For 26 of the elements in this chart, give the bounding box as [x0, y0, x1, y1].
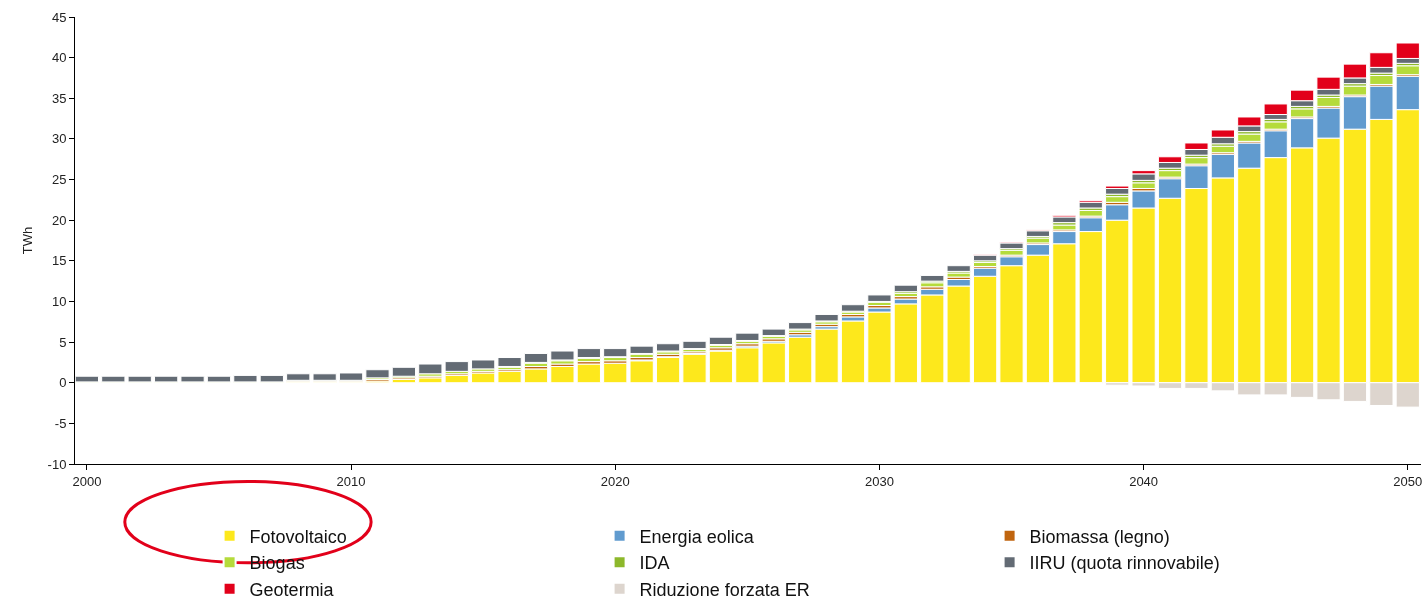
- x-tick-label: 2010: [336, 473, 366, 489]
- legend-label: Riduzione forzata ER: [639, 579, 810, 600]
- y-tick-label: -10: [47, 456, 67, 472]
- x-tick-label: 2000: [72, 473, 102, 489]
- y-tick-label: 0: [59, 375, 67, 391]
- legend-label: Biomassa (legno): [1029, 526, 1170, 547]
- y-tick-label: 10: [51, 294, 67, 309]
- x-tick-label: 2030: [864, 473, 894, 489]
- y-tick-label: -5: [54, 415, 67, 431]
- y-axis-title: TWh: [19, 226, 35, 255]
- y-tick-label: 20: [51, 212, 67, 228]
- legend-label: Fotovoltaico: [249, 526, 347, 547]
- y-tick-label: 35: [51, 90, 67, 106]
- y-tick-label: 15: [51, 253, 67, 269]
- x-tick-label: 2040: [1129, 473, 1159, 489]
- legend-label: Geotermia: [249, 579, 335, 600]
- y-tick-label: 45: [51, 9, 67, 25]
- y-tick-label: 5: [59, 334, 67, 350]
- legend-label: Energia eolica: [639, 526, 755, 547]
- y-tick-label: 30: [51, 131, 67, 147]
- x-tick-label: 2050: [1393, 473, 1423, 489]
- y-tick-label: 25: [51, 172, 67, 188]
- y-tick-label: 40: [51, 50, 67, 66]
- x-tick-label: 2020: [600, 473, 630, 489]
- legend-label: IDA: [639, 553, 670, 574]
- legend-label: IIRU (quota rinnovabile): [1029, 553, 1220, 574]
